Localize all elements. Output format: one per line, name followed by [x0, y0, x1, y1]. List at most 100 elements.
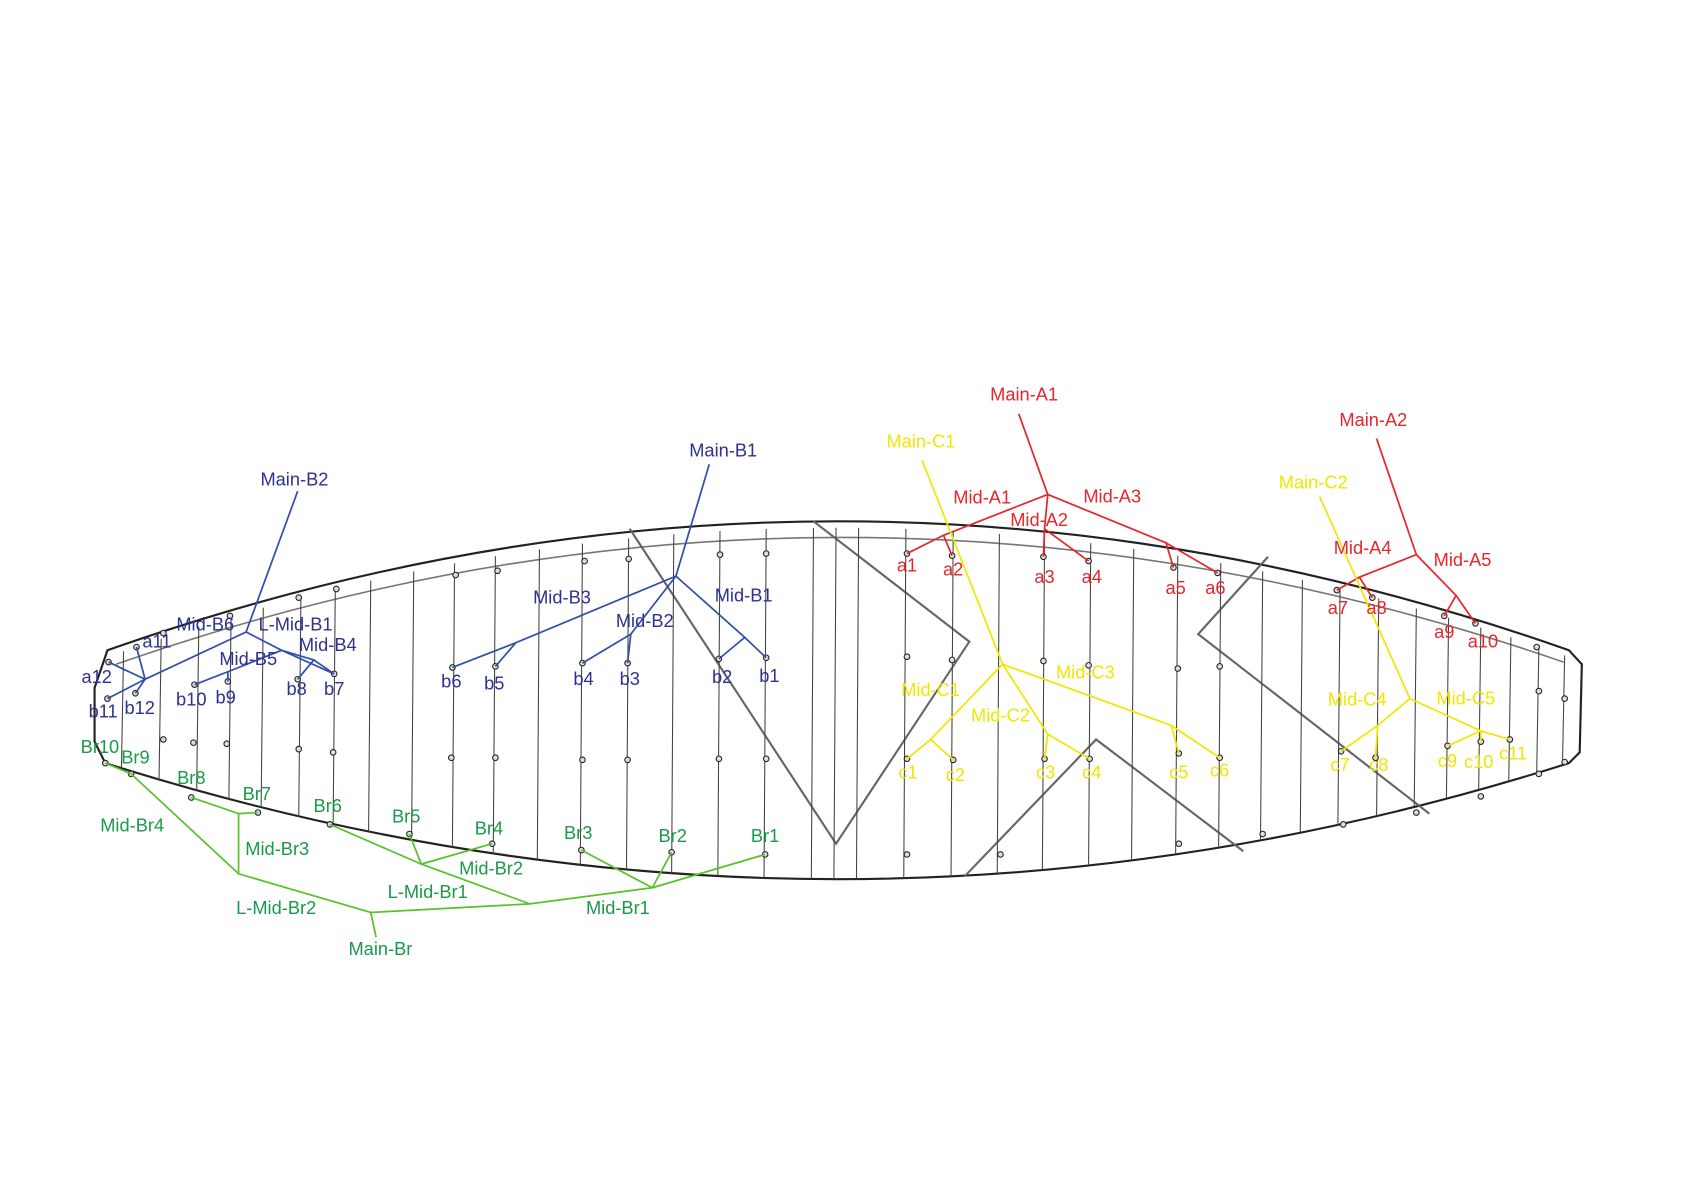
line — [1375, 438, 1418, 555]
line — [1358, 576, 1374, 599]
attachment-point — [190, 739, 197, 747]
main-line-label: Main-B1 — [689, 439, 757, 460]
line — [369, 912, 377, 938]
canopy-outline — [93, 520, 1583, 881]
diagonal — [1196, 556, 1430, 815]
rib — [996, 534, 1000, 874]
point-label: b8 — [286, 678, 306, 699]
point-label: a12 — [81, 666, 111, 687]
point-label: b1 — [759, 665, 779, 686]
rib — [536, 549, 540, 860]
attachment-point — [1085, 661, 1092, 669]
point-label: Br8 — [177, 767, 205, 788]
attachment-point — [1259, 830, 1267, 838]
line — [744, 636, 767, 659]
point-label: a4 — [1082, 566, 1102, 587]
point-label: b12 — [124, 697, 154, 718]
point-label: c1 — [898, 762, 917, 783]
attachment-point — [997, 851, 1004, 858]
line — [582, 633, 632, 664]
point-label: b7 — [324, 678, 344, 699]
canopy-inner-edge — [115, 536, 1564, 665]
point-label: c10 — [1464, 751, 1493, 772]
attachment-point — [1533, 643, 1541, 651]
point-label: Br1 — [751, 825, 779, 846]
mid-line-label: Mid-A5 — [1434, 549, 1492, 570]
mid-line-label: Mid-C4 — [1328, 689, 1387, 710]
rib — [950, 530, 954, 877]
attachment-point — [716, 551, 724, 558]
rib — [717, 531, 721, 877]
line — [1165, 542, 1218, 574]
point-label: b10 — [176, 689, 206, 710]
point-label: c6 — [1210, 760, 1229, 781]
rib — [1337, 588, 1341, 825]
line — [930, 738, 954, 761]
attachment-point — [762, 755, 770, 763]
point-label: Br10 — [81, 736, 120, 757]
point-label: c7 — [1330, 754, 1349, 775]
line — [1044, 528, 1090, 562]
attachment-point — [1477, 793, 1485, 800]
rib — [1131, 548, 1135, 861]
line — [1318, 496, 1411, 699]
attachment-point — [715, 755, 723, 763]
line — [1170, 724, 1221, 759]
rib — [833, 527, 837, 880]
rib — [903, 528, 907, 879]
rib — [1478, 627, 1482, 790]
line — [281, 649, 335, 675]
rib — [1413, 608, 1417, 807]
mid-line-label: Mid-B2 — [616, 610, 674, 631]
canopy — [93, 520, 1583, 881]
rib — [1508, 637, 1512, 781]
mid-line-label: Mid-Br4 — [100, 814, 164, 835]
mid-line-label: L-Mid-Br1 — [388, 881, 468, 902]
point-label: c11 — [1499, 742, 1527, 763]
attachment-point — [903, 653, 911, 661]
point-label: b4 — [573, 668, 593, 689]
attachment-point — [579, 756, 586, 764]
mid-line-label: Mid-A3 — [1083, 486, 1141, 507]
line — [1480, 730, 1511, 741]
mid-line-label: L-Mid-Br2 — [236, 897, 316, 918]
main-line-label: Main-A1 — [990, 383, 1058, 404]
rib — [260, 607, 264, 808]
rib — [1445, 617, 1450, 799]
attachment-point — [492, 754, 499, 762]
rib — [1376, 598, 1380, 816]
line — [107, 678, 146, 700]
attachment-point — [625, 555, 632, 563]
line — [104, 762, 371, 914]
point-label: b2 — [712, 666, 732, 687]
main-line-label: Main-Br — [348, 938, 412, 959]
line — [675, 464, 711, 577]
mid-line-label: Mid-B3 — [533, 587, 591, 608]
mid-line-label: Mid-C2 — [971, 705, 1030, 726]
attachment-point — [452, 571, 459, 579]
line — [1017, 413, 1049, 495]
rib — [671, 534, 675, 874]
rib — [625, 538, 630, 870]
attachment-point — [624, 756, 631, 764]
rib — [368, 580, 372, 832]
main-line-label: Main-C2 — [1279, 472, 1348, 493]
point-label: a7 — [1328, 597, 1348, 618]
rib — [228, 616, 232, 800]
rib — [1259, 571, 1264, 840]
line — [494, 575, 677, 667]
line — [452, 641, 517, 669]
point-label: a6 — [1205, 577, 1225, 598]
lines — [104, 413, 1511, 938]
rib — [1299, 579, 1303, 833]
line — [1047, 733, 1091, 760]
rib — [579, 543, 583, 865]
attachment-point — [1561, 695, 1568, 702]
point-label: a9 — [1434, 621, 1454, 642]
attachment-point — [226, 612, 234, 620]
mid-line-label: Mid-Br3 — [245, 838, 309, 859]
rib — [1175, 555, 1179, 855]
